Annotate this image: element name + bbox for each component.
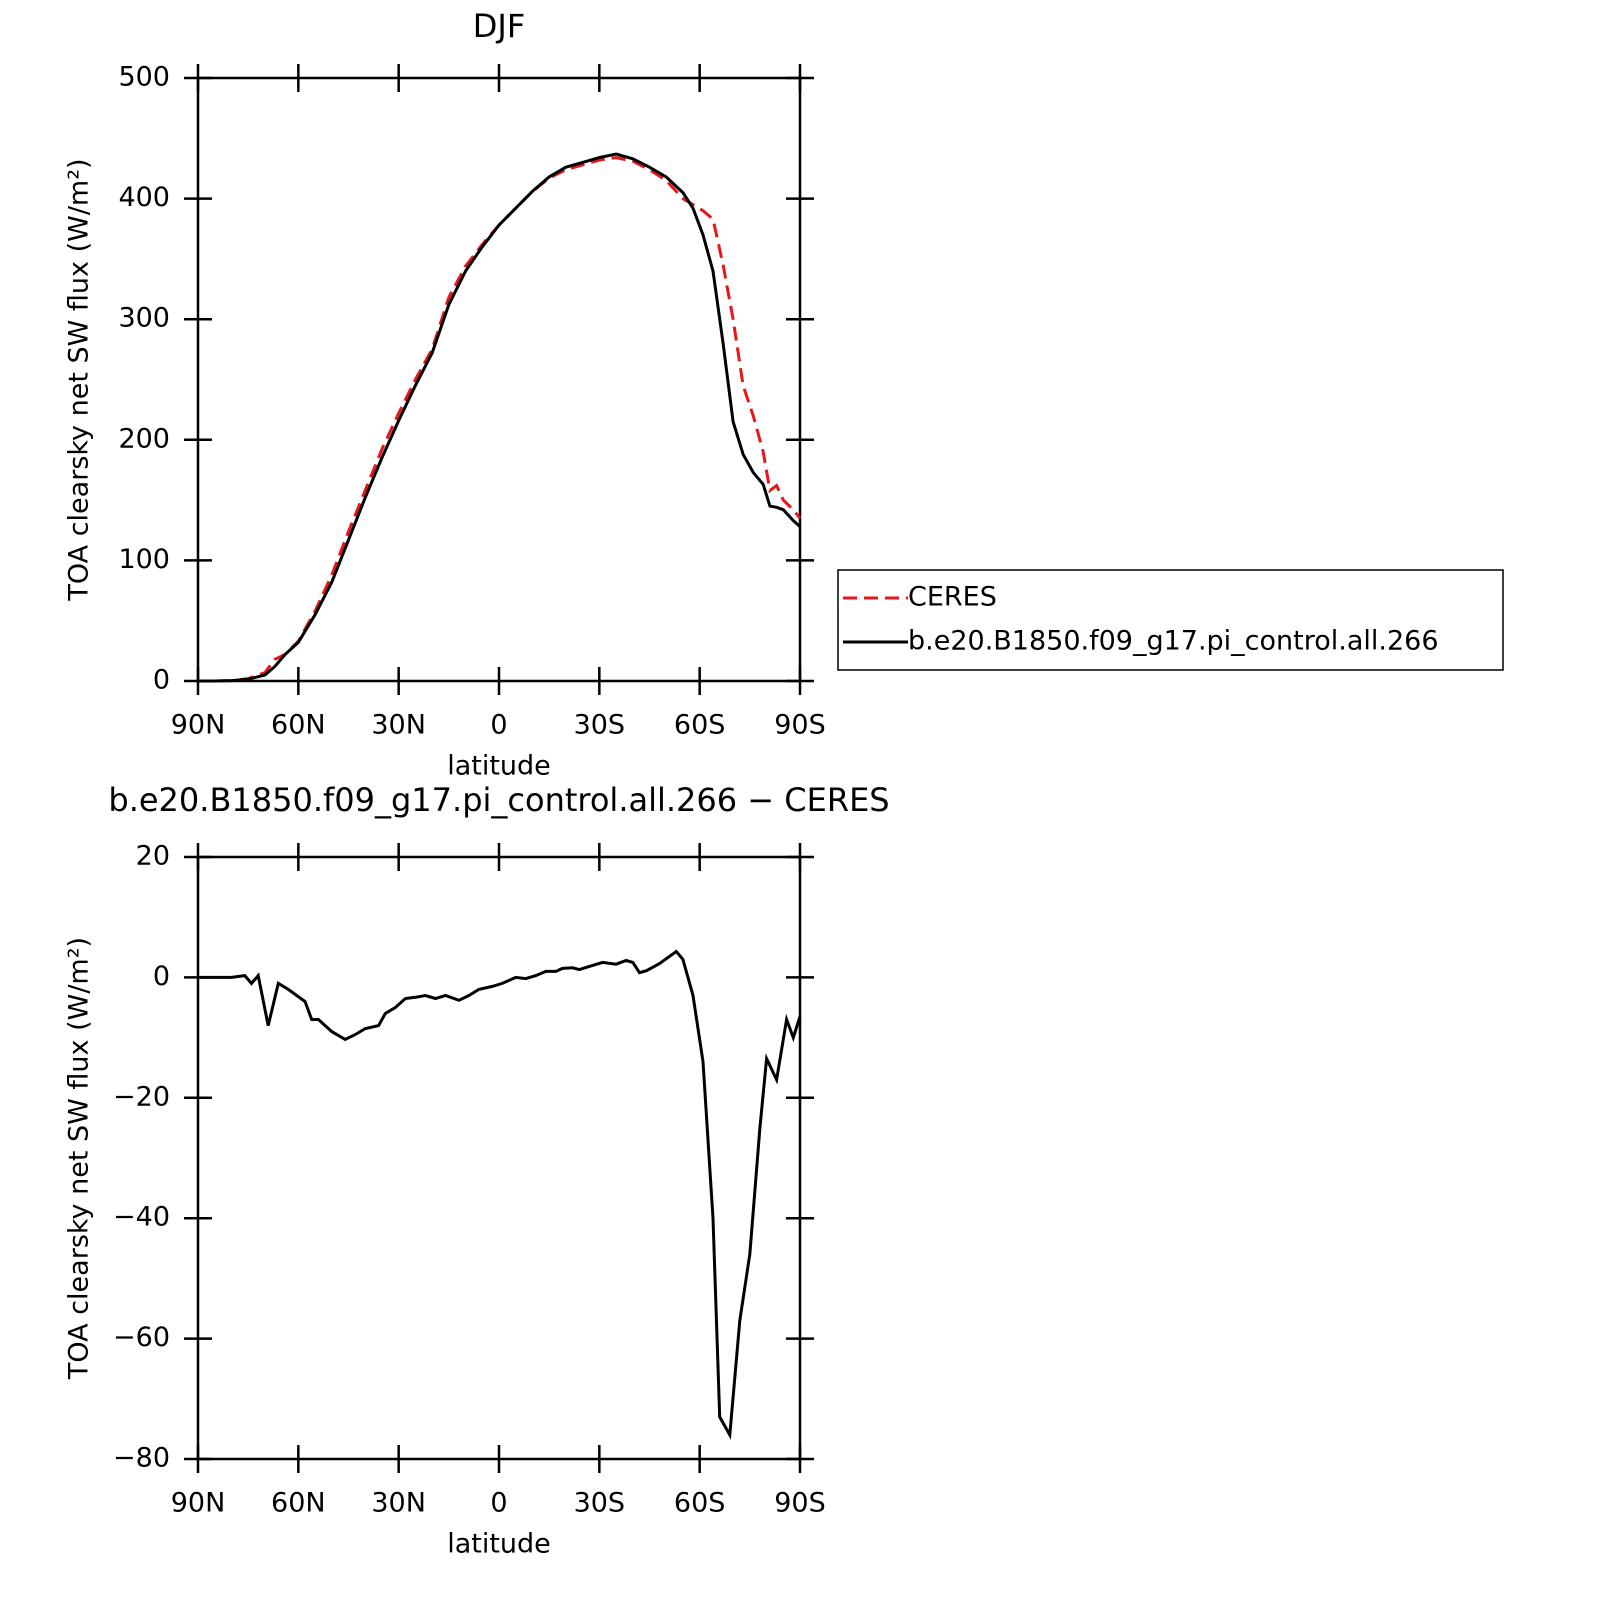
legend-label: b.e20.B1850.f09_g17.pi_control.all.266 [908, 626, 1439, 657]
x-axis-label: latitude [447, 751, 551, 782]
y-tick-label: 200 [118, 423, 170, 454]
y-axis-label: TOA clearsky net SW flux (W/m²) [64, 158, 95, 601]
x-axis-label: latitude [447, 1529, 551, 1560]
y-axis-label: TOA clearsky net SW flux (W/m²) [64, 937, 95, 1380]
y-tick-label: 20 [136, 841, 170, 872]
x-tick-label: 0 [490, 710, 507, 741]
y-tick-label: 0 [153, 665, 170, 696]
x-tick-label: 30N [371, 1488, 426, 1519]
x-tick-label: 90N [171, 1488, 226, 1519]
data-line [198, 156, 802, 683]
x-tick-label: 30S [574, 710, 626, 741]
x-tick-label: 90N [171, 710, 226, 741]
data-line [198, 152, 802, 683]
x-tick-label: 60S [674, 710, 726, 741]
legend-box [837, 569, 1504, 671]
x-tick-label: 90S [774, 710, 826, 741]
x-tick-label: 0 [490, 1488, 507, 1519]
x-tick-label: 30N [371, 710, 426, 741]
chart-title: DJF [473, 7, 525, 45]
y-tick-label: 500 [118, 62, 170, 93]
plot-frame [196, 855, 802, 1461]
x-tick-label: 30S [574, 1488, 626, 1519]
y-tick-label: 0 [153, 961, 170, 992]
chart-title: b.e20.B1850.f09_g17.pi_control.all.266 −… [108, 781, 889, 819]
y-tick-label: 400 [118, 182, 170, 213]
legend-label: CERES [908, 582, 997, 613]
y-tick-label: −80 [113, 1443, 170, 1474]
y-tick-label: −60 [113, 1322, 170, 1353]
x-tick-label: 60N [271, 710, 326, 741]
x-tick-label: 60S [674, 1488, 726, 1519]
y-tick-label: 300 [118, 303, 170, 334]
y-tick-label: −20 [113, 1081, 170, 1112]
data-line [198, 949, 802, 1440]
x-tick-label: 60N [271, 1488, 326, 1519]
y-tick-label: 100 [118, 544, 170, 575]
y-tick-label: −40 [113, 1202, 170, 1233]
x-tick-label: 90S [774, 1488, 826, 1519]
plot-frame [196, 76, 802, 683]
